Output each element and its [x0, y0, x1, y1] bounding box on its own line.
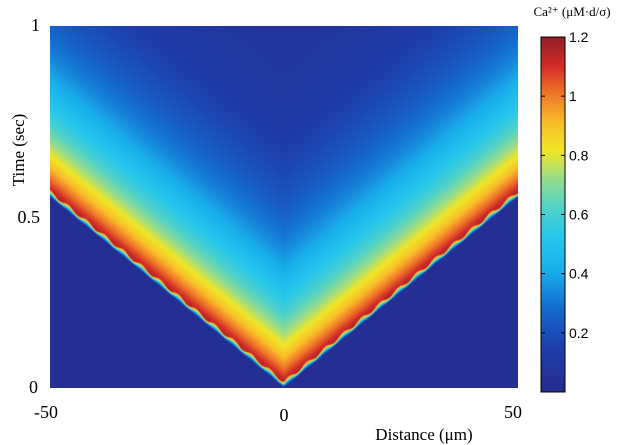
y-tick-1: 1	[31, 15, 40, 35]
colorbar-tick-label: 1.2	[569, 29, 589, 45]
y-tick-0.5: 0.5	[18, 207, 41, 227]
x-tick-0: 0	[280, 405, 289, 425]
colorbar-tick-label: 0.6	[569, 207, 589, 223]
y-tick-0: 0	[29, 377, 38, 397]
x-axis-label: Distance (μm)	[375, 425, 472, 444]
colorbar-ticks: 0.2 0.4 0.6 0.8 1 1.2	[541, 29, 589, 341]
colorbar-tick-label: 0.4	[569, 266, 589, 282]
heatmap-area	[50, 26, 518, 388]
colorbar-tick-label: 1	[569, 88, 577, 104]
colorbar-label: Ca²⁺ (μM·d/σ)	[533, 4, 610, 19]
x-tick-neg50: -50	[34, 402, 58, 422]
colorbar-tick-label: 0.2	[569, 325, 589, 341]
heatmap-image	[50, 26, 518, 388]
x-tick-50: 50	[504, 402, 522, 422]
y-axis-label: Time (sec)	[9, 114, 28, 187]
colorbar: 0.2 0.4 0.6 0.8 1 1.2	[540, 29, 589, 393]
colorbar-tick-label: 0.8	[569, 147, 589, 163]
